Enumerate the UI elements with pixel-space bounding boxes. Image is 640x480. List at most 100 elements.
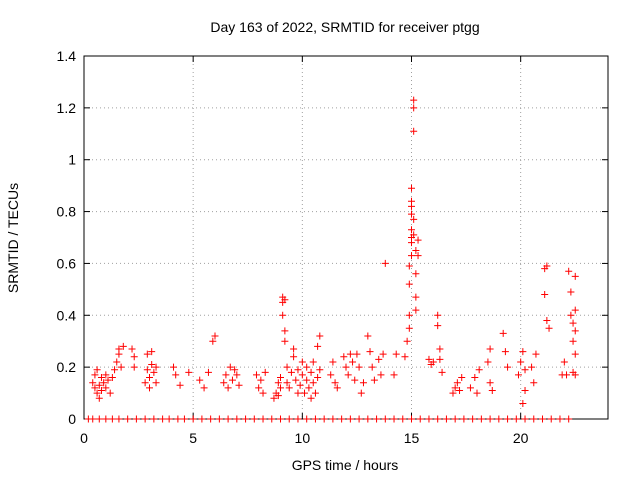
data-point bbox=[119, 342, 127, 350]
data-point bbox=[412, 270, 420, 278]
data-point bbox=[392, 350, 400, 358]
data-point bbox=[106, 389, 114, 397]
data-point bbox=[152, 379, 160, 387]
data-point bbox=[541, 291, 549, 299]
data-point bbox=[410, 215, 418, 223]
data-point bbox=[220, 379, 228, 387]
data-point bbox=[460, 415, 468, 423]
data-point bbox=[466, 384, 474, 392]
data-point bbox=[294, 366, 302, 374]
data-point bbox=[458, 374, 466, 382]
data-point bbox=[91, 371, 99, 379]
data-point bbox=[528, 363, 536, 371]
data-point bbox=[152, 363, 160, 371]
data-point bbox=[486, 345, 494, 353]
data-point bbox=[274, 392, 282, 400]
data-point bbox=[410, 127, 418, 135]
data-point bbox=[543, 316, 551, 324]
data-point bbox=[408, 184, 415, 192]
data-point bbox=[349, 358, 357, 366]
data-point bbox=[357, 389, 365, 397]
data-point bbox=[281, 296, 289, 304]
data-point bbox=[390, 415, 398, 423]
data-point bbox=[228, 376, 236, 384]
data-point bbox=[436, 345, 444, 353]
data-point bbox=[519, 348, 527, 356]
data-point bbox=[146, 384, 153, 392]
data-point bbox=[274, 379, 282, 387]
data-point bbox=[451, 415, 459, 423]
data-point bbox=[451, 384, 459, 392]
y-tick-label: 0.2 bbox=[57, 359, 77, 375]
data-point bbox=[287, 368, 295, 376]
data-point bbox=[97, 386, 105, 394]
data-point bbox=[283, 363, 291, 371]
data-point bbox=[292, 376, 300, 384]
data-point bbox=[530, 415, 538, 423]
grid bbox=[84, 56, 608, 419]
data-point bbox=[294, 389, 302, 397]
data-point bbox=[314, 374, 322, 382]
data-point bbox=[277, 374, 284, 382]
data-point bbox=[141, 379, 149, 387]
data-point bbox=[408, 210, 415, 218]
data-point bbox=[314, 342, 322, 350]
data-point bbox=[124, 415, 132, 423]
data-point bbox=[456, 386, 464, 394]
data-point bbox=[379, 350, 387, 358]
data-point bbox=[174, 415, 182, 423]
data-point bbox=[298, 358, 306, 366]
data-point bbox=[477, 415, 485, 423]
x-axis: 0 5 10 15 20 bbox=[80, 56, 529, 446]
data-point bbox=[303, 415, 311, 423]
data-point bbox=[285, 415, 293, 423]
data-point bbox=[327, 371, 335, 379]
data-point bbox=[405, 262, 413, 270]
data-point bbox=[346, 350, 354, 358]
data-point bbox=[416, 415, 424, 423]
data-point bbox=[215, 415, 223, 423]
data-point bbox=[283, 379, 291, 387]
data-point bbox=[567, 311, 575, 319]
data-point bbox=[408, 226, 415, 234]
data-point bbox=[290, 345, 298, 353]
data-point bbox=[351, 376, 359, 384]
data-point bbox=[543, 262, 551, 270]
data-point bbox=[303, 376, 311, 384]
data-point bbox=[414, 252, 422, 260]
data-point bbox=[571, 350, 579, 358]
data-point bbox=[401, 353, 409, 361]
data-point bbox=[484, 358, 492, 366]
data-point bbox=[329, 358, 337, 366]
data-point bbox=[224, 384, 232, 392]
y-tick-label: 1 bbox=[68, 152, 76, 168]
data-point bbox=[93, 366, 101, 374]
data-point bbox=[499, 329, 507, 337]
data-point bbox=[410, 104, 418, 112]
data-point bbox=[189, 415, 197, 423]
data-point bbox=[185, 368, 193, 376]
data-point bbox=[412, 306, 420, 314]
y-tick-label: 0.6 bbox=[57, 255, 77, 271]
data-point bbox=[235, 381, 243, 389]
data-point bbox=[231, 366, 239, 374]
data-point bbox=[211, 332, 219, 340]
data-point bbox=[233, 371, 241, 379]
data-point bbox=[399, 415, 407, 423]
data-point bbox=[408, 252, 415, 260]
data-point bbox=[305, 384, 313, 392]
data-point bbox=[425, 415, 433, 423]
data-point bbox=[252, 371, 260, 379]
data-point bbox=[298, 371, 306, 379]
data-point bbox=[353, 350, 361, 358]
data-point bbox=[342, 363, 350, 371]
data-point bbox=[148, 348, 156, 356]
data-point bbox=[504, 363, 512, 371]
data-point bbox=[95, 415, 103, 423]
data-point bbox=[355, 415, 363, 423]
data-point bbox=[250, 415, 258, 423]
data-point bbox=[180, 415, 188, 423]
data-point bbox=[514, 371, 522, 379]
data-point bbox=[307, 394, 315, 402]
data-point bbox=[108, 415, 116, 423]
